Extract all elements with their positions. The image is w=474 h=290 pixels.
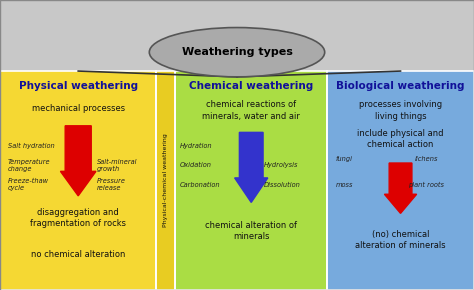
Bar [327, 71, 474, 290]
Text: Salt hydration: Salt hydration [8, 142, 55, 148]
Bar [156, 71, 175, 290]
Text: Pressure
release: Pressure release [97, 178, 126, 191]
Text: Salt-mineral
growth: Salt-mineral growth [97, 159, 137, 172]
Text: Freeze-thaw
cycle: Freeze-thaw cycle [8, 178, 49, 191]
Text: Hydrolysis: Hydrolysis [264, 162, 298, 168]
FancyArrow shape [384, 163, 417, 213]
Bar [175, 71, 327, 290]
Text: mechanical processes: mechanical processes [32, 104, 125, 113]
Text: Physical-chemical weathering: Physical-chemical weathering [164, 134, 168, 227]
Text: (no) chemical
alteration of minerals: (no) chemical alteration of minerals [355, 230, 446, 250]
Text: plant roots: plant roots [408, 182, 444, 188]
Text: disaggregation and
fragmentation of rocks: disaggregation and fragmentation of rock… [30, 208, 126, 228]
Text: chemical reactions of
minerals, water and air: chemical reactions of minerals, water an… [202, 100, 300, 121]
Text: no chemical alteration: no chemical alteration [31, 251, 126, 260]
Text: processes involving
living things: processes involving living things [359, 100, 442, 121]
Text: Biological weathering: Biological weathering [336, 81, 465, 91]
Text: Dissolution: Dissolution [264, 182, 300, 188]
Text: Carbonation: Carbonation [180, 182, 220, 188]
Text: Oxidation: Oxidation [180, 162, 212, 168]
Text: chemical alteration of
minerals: chemical alteration of minerals [205, 221, 297, 241]
Text: lichens: lichens [415, 156, 439, 162]
Text: fungi: fungi [336, 156, 353, 162]
Bar [0, 71, 156, 290]
Text: include physical and
chemical action: include physical and chemical action [357, 129, 444, 149]
Text: moss: moss [336, 182, 354, 188]
Text: Temperature
change: Temperature change [8, 159, 50, 172]
Text: Physical weathering: Physical weathering [18, 81, 138, 91]
FancyArrow shape [235, 132, 268, 202]
Ellipse shape [149, 28, 325, 77]
FancyArrow shape [61, 126, 96, 196]
Text: Hydration: Hydration [180, 142, 212, 148]
Text: Weathering types: Weathering types [182, 47, 292, 57]
Text: Chemical weathering: Chemical weathering [189, 81, 313, 91]
